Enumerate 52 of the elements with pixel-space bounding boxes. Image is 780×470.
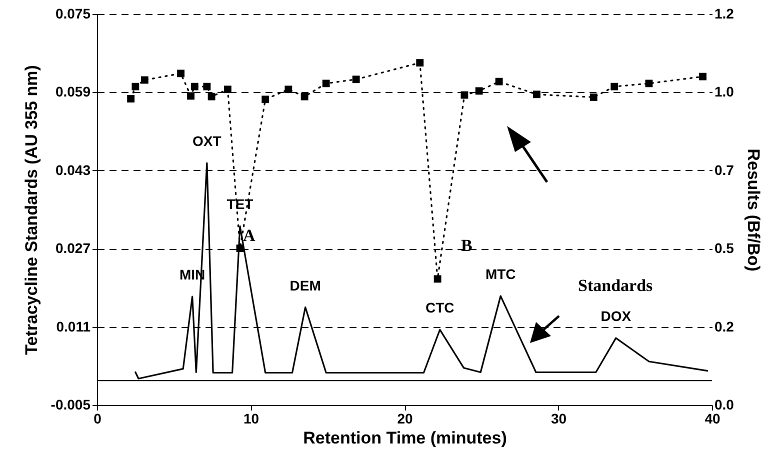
y2-tick-label: 1.0 bbox=[714, 84, 734, 100]
y2-tick-label: 0.2 bbox=[714, 318, 734, 334]
point bbox=[475, 87, 483, 95]
point bbox=[533, 90, 540, 98]
point bbox=[224, 86, 232, 94]
point bbox=[590, 93, 598, 101]
annotation: Standards bbox=[578, 276, 653, 296]
y-axis-title: Tetracycline Standards (AU 355 nm) bbox=[22, 65, 41, 355]
point bbox=[495, 78, 503, 86]
annotation: TET bbox=[226, 196, 254, 212]
point bbox=[132, 82, 140, 90]
annotation: MTC bbox=[485, 266, 516, 282]
point bbox=[300, 92, 308, 100]
point bbox=[236, 244, 244, 252]
point bbox=[434, 275, 442, 283]
y2-tick-label: 0.7 bbox=[714, 162, 734, 178]
y-tick-label: 0.043 bbox=[55, 162, 91, 178]
point bbox=[262, 96, 270, 104]
point bbox=[127, 95, 135, 102]
y-tick-label: 0.027 bbox=[55, 240, 91, 256]
x-tick-label: 0 bbox=[94, 410, 102, 426]
y2-tick-label: 0.0 bbox=[714, 396, 734, 412]
point bbox=[177, 70, 184, 78]
point bbox=[187, 92, 194, 100]
point bbox=[208, 92, 216, 100]
y-tick-label: 0.011 bbox=[56, 318, 91, 334]
y-tick-label: 0.075 bbox=[55, 6, 91, 22]
y2-tick-label: 1.2 bbox=[714, 6, 734, 22]
point bbox=[416, 59, 424, 67]
y-tick-label: 0.059 bbox=[55, 84, 91, 100]
x-axis-title: Retention Time (minutes) bbox=[303, 428, 507, 448]
x-tick-label: 10 bbox=[243, 410, 260, 426]
annotation: CTC bbox=[425, 300, 454, 316]
x-tick-label: 30 bbox=[550, 410, 567, 426]
y-tick-label: -0.005 bbox=[50, 396, 91, 412]
point bbox=[352, 76, 360, 84]
y2-axis-title: Results (Bf/Bo) bbox=[744, 148, 763, 272]
point bbox=[645, 80, 653, 88]
x-tick-label: 40 bbox=[704, 410, 720, 426]
point bbox=[699, 72, 706, 80]
point bbox=[322, 80, 330, 88]
annotation: OXT bbox=[192, 133, 222, 150]
point bbox=[140, 76, 148, 84]
point bbox=[203, 82, 211, 90]
annotation: DEM bbox=[290, 277, 321, 294]
point bbox=[610, 82, 618, 90]
x-tick-label: 20 bbox=[397, 410, 413, 426]
annotation: A bbox=[243, 226, 256, 246]
point bbox=[284, 86, 292, 94]
point bbox=[190, 82, 198, 90]
annotation: DOX bbox=[600, 308, 632, 324]
y2-tick-label: 0.5 bbox=[714, 240, 734, 256]
